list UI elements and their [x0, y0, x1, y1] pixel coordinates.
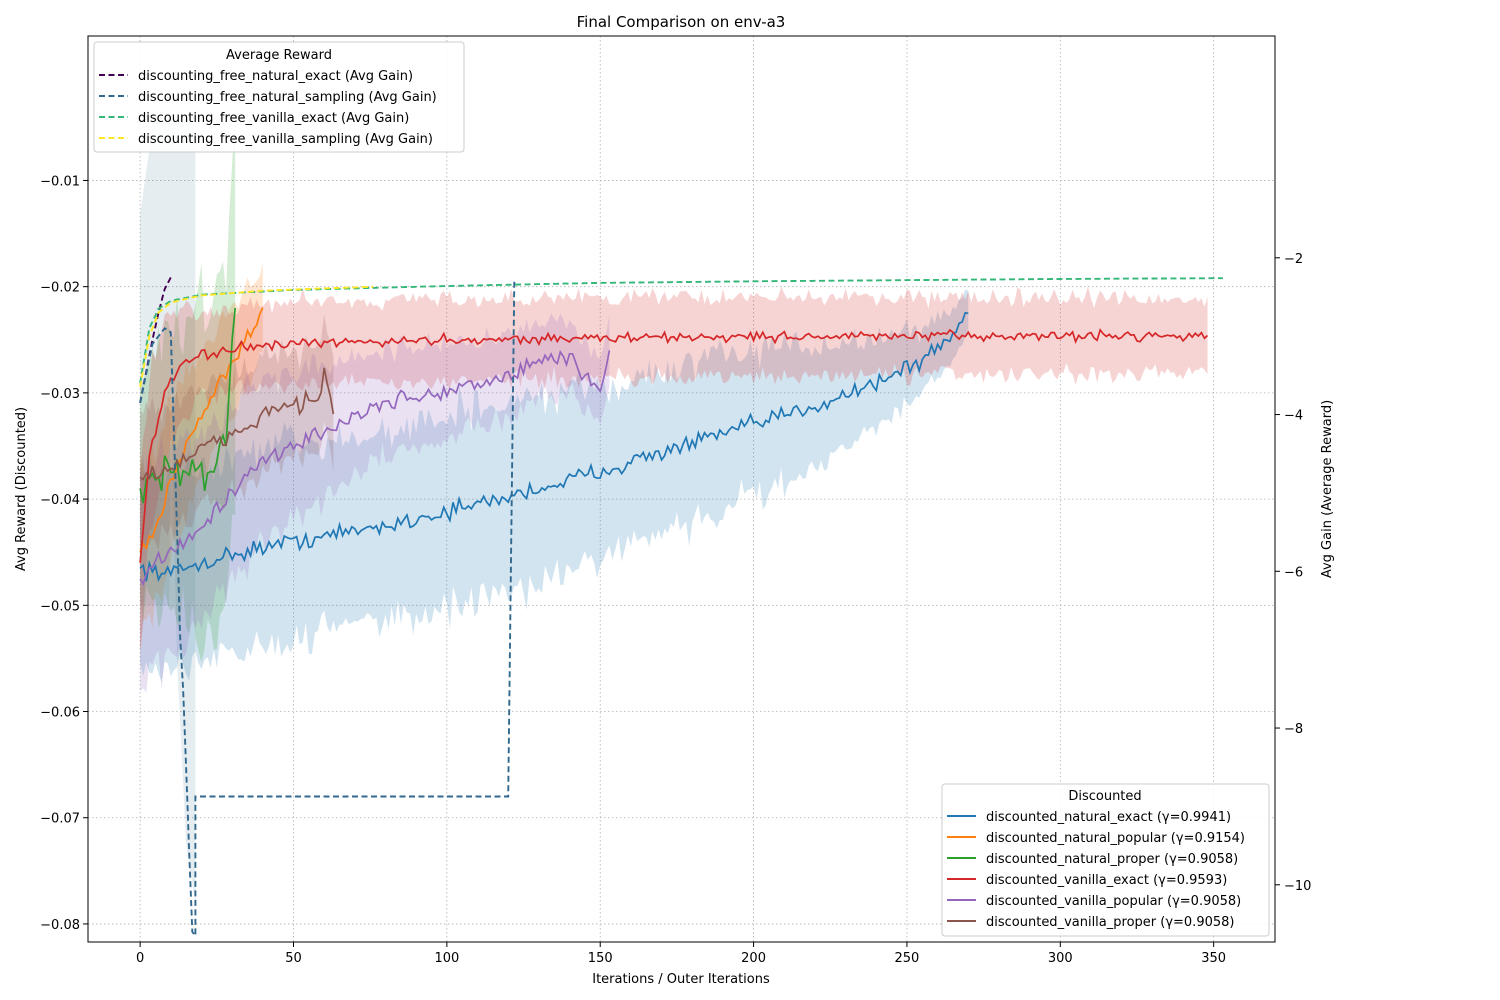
x-tick-label: 350 [1201, 951, 1226, 966]
x-axis-label: Iterations / Outer Iterations [592, 972, 770, 987]
legend-discounted: Discounted discounted_natural_exact (γ=0… [941, 783, 1270, 937]
legend-discounted-entry: discounted_natural_popular (γ=0.9154) [986, 831, 1245, 846]
legend-discounted-entry: discounted_vanilla_exact (γ=0.9593) [986, 873, 1227, 888]
band-discounted-natural-popular [140, 262, 263, 655]
y-tick-label: −0.08 [40, 918, 80, 933]
legend-average-reward-entry: discounting_free_natural_sampling (Avg G… [138, 90, 437, 105]
y-tick-label: −0.02 [40, 281, 80, 296]
legend-average-reward-frame [93, 41, 465, 153]
line-discounted-natural-proper [139, 307, 237, 504]
line-discounted-vanilla-popular [139, 349, 611, 587]
y-axis-label: Avg Reward (Discounted) [14, 407, 29, 571]
x-tick-label: 50 [285, 951, 302, 966]
x-tick-label: 0 [136, 951, 144, 966]
plot-frame [87, 35, 1276, 943]
legend-average-reward-entry: discounting_free_natural_exact (Avg Gain… [138, 69, 413, 84]
y-right-tick-label: −4 [1284, 409, 1303, 424]
line-discounting-free-natural-exact [139, 276, 172, 403]
chart-title: Final Comparison on env-a3 [577, 13, 786, 31]
x-tick-label: 150 [588, 951, 613, 966]
y-right-tick-label: −8 [1284, 722, 1303, 737]
legend-average-reward-entry: discounting_free_vanilla_sampling (Avg G… [138, 132, 433, 147]
legend-discounted-entry: discounted_vanilla_popular (γ=0.9058) [986, 894, 1241, 909]
band-discounting-free-natural-sampling [140, 116, 196, 903]
legend-discounted-entry: discounted_natural_proper (γ=0.9058) [986, 852, 1238, 867]
line-discounted-natural-exact [139, 311, 969, 583]
line-discounting-free-natural-sampling [139, 281, 516, 939]
y-right-tick-label: −2 [1284, 252, 1303, 267]
y-tick-label: −0.07 [40, 812, 80, 827]
legend-average-reward: Average Reward discounting_free_natural_… [93, 41, 465, 153]
band-discounted-vanilla-exact [140, 286, 1208, 653]
legend-discounted-entry: discounted_vanilla_proper (γ=0.9058) [986, 915, 1234, 930]
legend-average-reward-title: Average Reward [226, 48, 332, 63]
x-tick-label: 200 [741, 951, 766, 966]
y-tick-label: −0.06 [40, 706, 80, 721]
line-discounted-vanilla-exact [139, 328, 1209, 563]
legend-average-reward-entry: discounting_free_vanilla_exact (Avg Gain… [138, 111, 409, 126]
y-tick-label: −0.04 [40, 493, 80, 508]
y-axis-right-label: Avg Gain (Average Reward) [1320, 400, 1335, 578]
series-lines [139, 276, 1223, 939]
line-discounted-vanilla-proper [139, 367, 335, 481]
axes: 0 50 100 150 200 250 300 350 −0.08 −0.07 −0.06 −0.0… [40, 35, 1311, 966]
band-discounted-vanilla-popular [140, 313, 610, 693]
x-tick-label: 300 [1048, 951, 1073, 966]
legend-discounted-frame [941, 783, 1270, 937]
y-right-tick-label: −6 [1284, 565, 1303, 580]
y-tick-label: −0.03 [40, 387, 80, 402]
y-right-tick-label: −10 [1284, 879, 1311, 894]
line-discounting-free-vanilla-sampling [139, 285, 374, 388]
y-tick-label: −0.05 [40, 599, 80, 614]
y-tick-label: −0.01 [40, 174, 80, 189]
line-discounting-free-vanilla-exact [139, 277, 1223, 384]
legend-discounted-title: Discounted [1068, 789, 1141, 804]
legend-discounted-entry: discounted_natural_exact (γ=0.9941) [986, 810, 1231, 825]
x-tick-label: 100 [434, 951, 459, 966]
x-tick-label: 250 [895, 951, 920, 966]
